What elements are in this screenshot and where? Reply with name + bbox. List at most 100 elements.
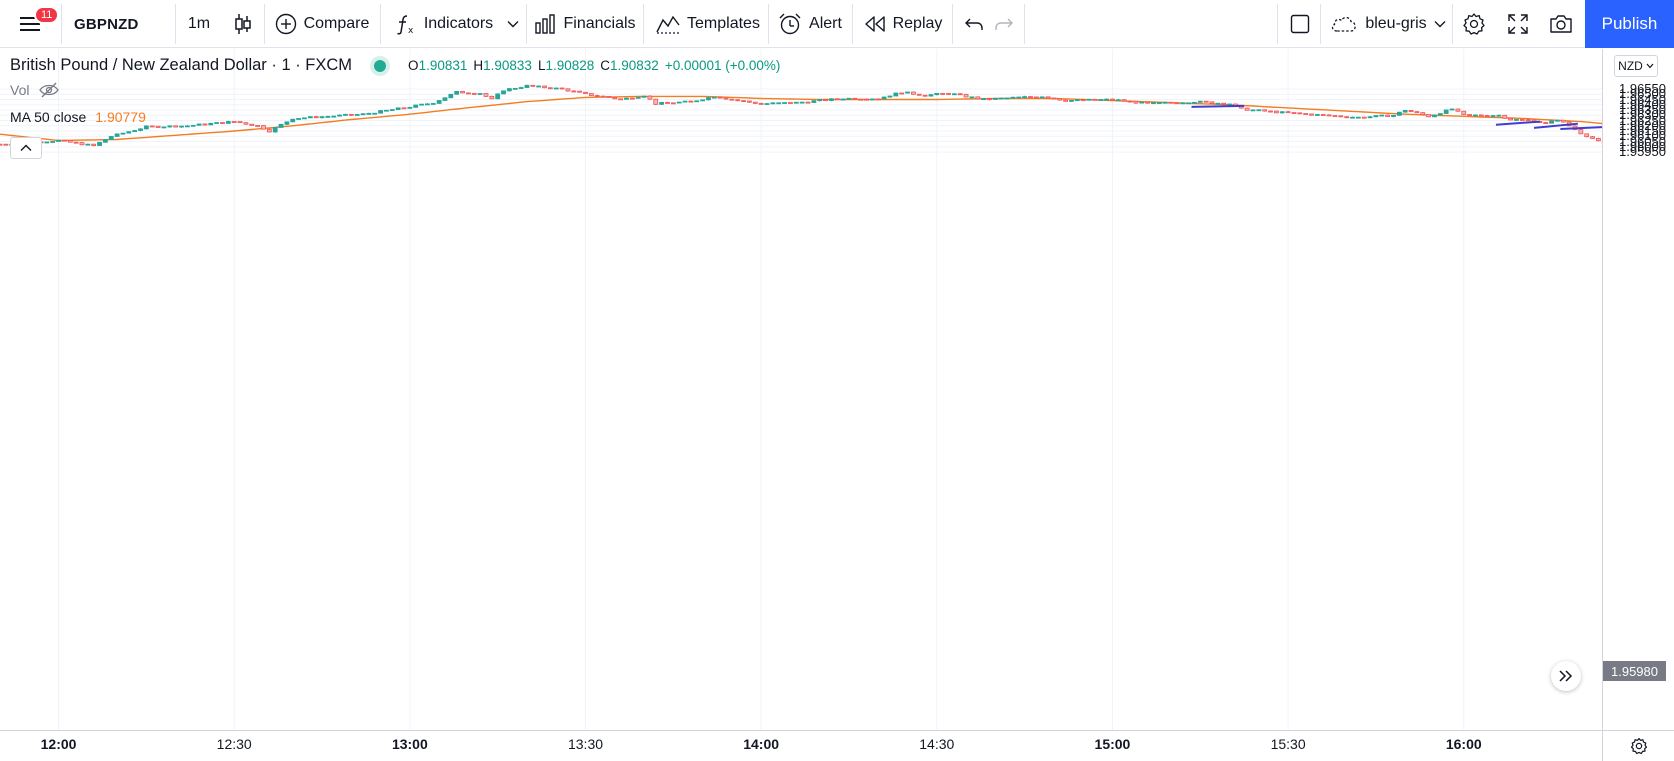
candle xyxy=(858,98,864,101)
candle-body xyxy=(448,93,454,99)
candle-body xyxy=(132,130,138,133)
candle-body xyxy=(1373,115,1379,118)
redo-button[interactable] xyxy=(990,0,1018,48)
scroll-to-realtime-button[interactable] xyxy=(1551,661,1581,691)
undo-button[interactable] xyxy=(960,0,988,48)
candle-body xyxy=(471,92,477,95)
time-tick-label: 14:30 xyxy=(919,736,955,752)
candle xyxy=(1432,114,1437,118)
candle-body xyxy=(1355,116,1361,119)
candle xyxy=(1244,107,1250,111)
candle xyxy=(694,100,700,103)
publish-button[interactable]: Publish xyxy=(1585,0,1674,48)
candle-body xyxy=(319,116,325,119)
candle-body xyxy=(284,121,290,125)
candle-body xyxy=(518,87,524,89)
fullscreen-button[interactable] xyxy=(1502,0,1534,48)
candle-body xyxy=(331,115,337,118)
candle-body xyxy=(436,100,442,104)
snapshot-button[interactable] xyxy=(1545,0,1577,48)
candle xyxy=(928,94,934,97)
candle xyxy=(565,88,571,92)
candle-body xyxy=(752,101,758,104)
candle-body xyxy=(454,90,460,95)
financials-button[interactable]: Financials xyxy=(532,0,638,48)
compare-button[interactable]: Compare xyxy=(268,0,376,48)
currency-select[interactable]: NZD xyxy=(1614,55,1658,77)
price-tick-label: 1.96400 xyxy=(1619,96,1666,112)
candle xyxy=(1543,122,1549,125)
gear-icon xyxy=(1630,737,1647,755)
candle xyxy=(1373,115,1379,118)
candle xyxy=(1121,99,1127,102)
separator xyxy=(1452,4,1453,44)
candle-body xyxy=(700,99,705,102)
price-chart[interactable] xyxy=(0,49,1602,730)
chart-settings-corner[interactable] xyxy=(1602,730,1674,761)
candle-body xyxy=(1461,110,1467,115)
candle xyxy=(934,93,940,96)
candle xyxy=(1028,96,1033,99)
candle xyxy=(729,98,735,101)
indicators-dropdown-button[interactable] xyxy=(501,0,525,48)
candle-body xyxy=(0,143,3,146)
replay-label: Replay xyxy=(892,15,943,32)
candle-body xyxy=(97,141,102,146)
candle xyxy=(1104,98,1109,101)
candle-body xyxy=(196,123,202,126)
market-status-dot[interactable] xyxy=(374,59,387,72)
candle xyxy=(512,87,518,90)
candle-body xyxy=(670,102,676,105)
ma-legend[interactable]: MA 50 close 1.90779 xyxy=(10,109,146,125)
volume-legend[interactable]: Vol xyxy=(10,82,60,98)
symbol-description[interactable]: British Pound / New Zealand Dollar · 1 ·… xyxy=(10,56,353,74)
candle-body xyxy=(243,122,249,125)
candle xyxy=(1590,136,1595,139)
candle xyxy=(741,100,746,103)
candle-body xyxy=(893,92,899,97)
main-menu-button[interactable] xyxy=(12,0,48,48)
candle-body xyxy=(1063,99,1069,102)
candle-body xyxy=(1115,99,1121,102)
chart-type-button[interactable] xyxy=(226,0,260,48)
candle xyxy=(1408,110,1414,113)
replay-button[interactable]: Replay xyxy=(860,0,946,48)
candle xyxy=(1549,120,1554,124)
candle xyxy=(600,95,606,98)
candle xyxy=(547,87,553,90)
symbol-search-button[interactable]: GBPNZD xyxy=(62,0,174,48)
candle-body xyxy=(1104,98,1109,101)
saved-layout-button[interactable]: bleu-gris xyxy=(1326,0,1450,48)
candle-body xyxy=(1344,116,1350,119)
candle-body xyxy=(682,100,688,103)
candle xyxy=(1080,99,1086,102)
svg-text:x: x xyxy=(408,26,414,35)
candle xyxy=(1221,102,1227,106)
alert-button[interactable]: Alert xyxy=(774,0,846,48)
indicators-button[interactable]: x Indicators xyxy=(388,0,500,48)
candle xyxy=(401,107,407,110)
candle xyxy=(916,93,922,96)
layout-select-button[interactable] xyxy=(1285,0,1315,48)
eye-hidden-icon[interactable] xyxy=(39,82,60,98)
interval-button[interactable]: 1m xyxy=(176,0,222,48)
candle-body xyxy=(659,102,665,105)
candle xyxy=(1033,96,1039,99)
candle-body xyxy=(635,96,641,99)
candle-body xyxy=(1174,102,1180,105)
candle-body xyxy=(460,90,465,94)
candle-body xyxy=(1496,114,1502,117)
candle xyxy=(407,106,413,109)
candle-body xyxy=(1010,96,1016,99)
fullscreen-icon xyxy=(1508,14,1528,34)
time-axis[interactable] xyxy=(0,730,1602,761)
trendline-drawings[interactable] xyxy=(1191,104,1602,130)
price-tick-label: 1.96450 xyxy=(1619,91,1666,107)
price-axis[interactable]: 1.96550 1.96500 1.96450 1.96400 1.96350 1.963… xyxy=(1602,49,1674,730)
candle-body xyxy=(852,97,858,100)
separator xyxy=(61,4,62,44)
collapse-legend-button[interactable] xyxy=(10,137,42,159)
candle xyxy=(290,118,296,123)
templates-button[interactable]: Templates xyxy=(652,0,764,48)
settings-button[interactable] xyxy=(1458,0,1490,48)
